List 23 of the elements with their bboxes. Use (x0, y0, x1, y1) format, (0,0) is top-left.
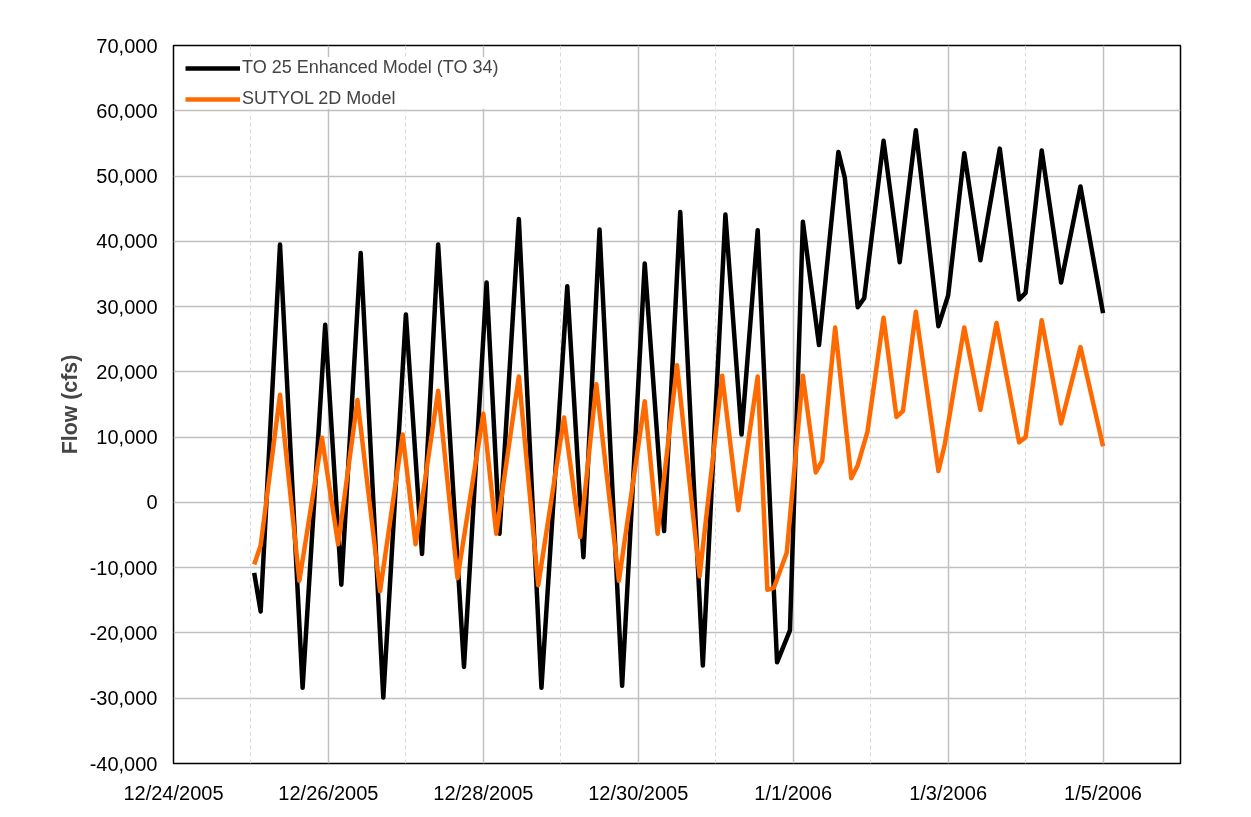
y-tick-label: 50,000 (96, 165, 158, 188)
x-tick-label: 12/30/2005 (588, 781, 689, 804)
x-tick-label: 1/1/2006 (754, 781, 833, 804)
x-tick-label: 1/5/2006 (1064, 781, 1142, 804)
x-tick-label: 12/28/2005 (433, 781, 534, 804)
y-tick-label: -10,000 (89, 556, 158, 579)
y-tick-label: -20,000 (89, 621, 158, 644)
y-tick-label: 30,000 (96, 295, 158, 318)
legend-label: TO 25 Enhanced Model (TO 34) (242, 57, 499, 78)
x-tick-label: 1/3/2006 (909, 781, 988, 804)
y-axis-title: Flow (cfs) (57, 354, 82, 455)
y-tick-label: 10,000 (96, 426, 158, 449)
legend-label: SUTYOL 2D Model (242, 88, 396, 109)
y-tick-label: 70,000 (96, 34, 158, 57)
y-tick-label: 60,000 (96, 99, 158, 122)
x-tick-label: 12/24/2005 (123, 781, 224, 804)
y-tick-label: 40,000 (96, 230, 158, 253)
y-tick-label: 0 (146, 491, 158, 514)
y-tick-label: -40,000 (89, 752, 158, 775)
line-series (251, 309, 1106, 594)
y-tick-label: 20,000 (96, 360, 158, 383)
x-tick-label: 12/26/2005 (278, 781, 379, 804)
y-tick-label: -30,000 (89, 687, 158, 710)
